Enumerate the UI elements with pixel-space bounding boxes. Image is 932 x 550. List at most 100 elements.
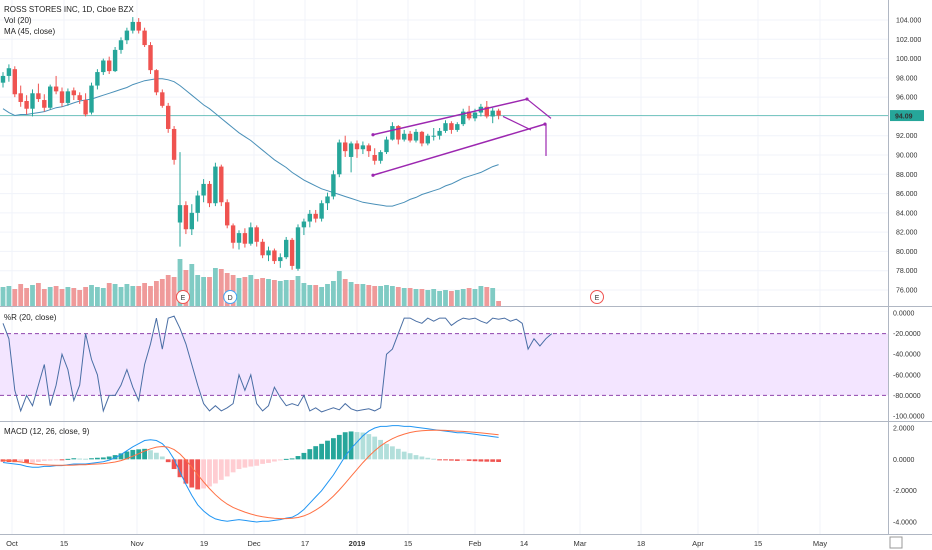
volume-bar: [277, 281, 283, 306]
wr-legend: %R (20, close): [4, 313, 57, 322]
macd-histogram-bar: [242, 459, 248, 468]
macd-histogram-bar: [384, 443, 389, 460]
volume-bar: [283, 280, 289, 306]
volume-bar: [419, 289, 425, 306]
candle-body: [166, 105, 171, 129]
macd-histogram-bar: [95, 457, 100, 460]
channel-anchor-point: [525, 97, 529, 101]
candle-body: [455, 124, 460, 130]
price-axis-tick: 78.000: [896, 268, 918, 275]
candle-body: [319, 203, 324, 219]
macd-histogram-bar: [460, 459, 466, 461]
candle-body: [195, 195, 200, 213]
candle-body: [266, 250, 271, 256]
candle-body: [124, 30, 130, 41]
volume-bar: [301, 283, 307, 306]
volume-bar: [431, 289, 437, 306]
macd-histogram-bar: [124, 451, 130, 460]
macd-histogram-bar: [478, 459, 484, 462]
event-marker[interactable]: [223, 290, 238, 304]
macd-histogram-bar: [407, 453, 413, 460]
volume-bar: [454, 290, 460, 306]
time-axis-tick: 15: [404, 539, 412, 548]
macd-histogram-bar: [106, 456, 112, 460]
volume-bar: [189, 264, 195, 306]
candle-body: [201, 183, 206, 196]
settings-icon[interactable]: [889, 536, 903, 549]
event-marker[interactable]: [176, 290, 190, 304]
candle-body: [402, 133, 407, 140]
macd-histogram-bar: [342, 432, 348, 460]
time-axis-tick: 15: [754, 539, 762, 548]
price-axis-tick: 104.000: [896, 18, 921, 25]
candle-body: [413, 131, 419, 141]
macd-histogram-bar: [148, 450, 153, 460]
macd-histogram-bar: [413, 455, 419, 460]
volume-bar: [407, 288, 413, 306]
channel-upper-line: [372, 98, 528, 136]
candle-body: [472, 112, 478, 119]
channel-lower-line: [372, 123, 546, 176]
candle-body: [112, 49, 118, 72]
candle-body: [189, 212, 194, 230]
time-axis-tick: Mar: [574, 539, 587, 548]
candle-body: [71, 90, 76, 96]
price-axis-tick: 98.000: [896, 75, 918, 82]
last-price-badge: [890, 110, 924, 122]
candle-body: [278, 257, 283, 262]
candle-body: [130, 21, 135, 31]
time-axis-tick: Dec: [247, 539, 261, 548]
candle-body: [83, 100, 88, 115]
macd-histogram-bar: [443, 459, 448, 461]
macd-histogram-bar: [159, 456, 165, 460]
candle-body: [431, 135, 436, 137]
macd-histogram-bar: [248, 459, 254, 467]
candle-body: [449, 123, 454, 130]
volume-bar: [100, 288, 106, 306]
macd-histogram-bar: [24, 459, 29, 463]
macd-histogram-bar: [490, 459, 496, 462]
macd-histogram-bar: [484, 459, 490, 462]
candle-body: [437, 130, 442, 136]
event-marker-label: E: [181, 295, 186, 302]
macd-histogram-bar: [224, 459, 230, 477]
volume-bar: [53, 286, 59, 306]
volume-bar: [130, 286, 136, 306]
volume-bar: [18, 284, 24, 306]
candle-body: [230, 225, 236, 243]
volume-bar: [183, 270, 189, 306]
event-marker[interactable]: [590, 290, 604, 304]
time-axis-tick: 14: [520, 539, 528, 548]
volume-bar: [224, 273, 230, 306]
volume-bar: [325, 284, 330, 306]
price-axis-tick: 84.000: [896, 210, 918, 217]
macd-histogram-bar: [354, 432, 360, 460]
macd-histogram-bar: [272, 459, 277, 462]
macd-histogram-bar: [53, 459, 59, 461]
volume-bar: [112, 284, 118, 306]
volume-bar: [159, 279, 165, 306]
candle-body: [272, 250, 277, 262]
candle-body: [65, 91, 71, 103]
wr-axis-tick: -60.0000: [893, 372, 921, 379]
volume-bar: [354, 284, 360, 306]
macd-axis-tick: -4.0000: [893, 520, 917, 527]
candle-body: [36, 93, 41, 100]
volume-bar: [425, 290, 431, 306]
time-axis-tick: 18: [637, 539, 645, 548]
channel-anchor-point: [371, 133, 375, 137]
candle-body: [496, 110, 501, 116]
volume-bar: [248, 275, 254, 306]
volume-bar: [47, 287, 53, 306]
time-axis-tick: Feb: [469, 539, 482, 548]
macd-histogram-bar: [336, 434, 342, 460]
macd-histogram-bar: [348, 431, 354, 460]
macd-histogram-bar: [254, 459, 260, 466]
macd-histogram-bar: [47, 459, 53, 461]
candle-body: [225, 202, 230, 226]
candle-body: [118, 40, 124, 50]
macd-line: [2, 425, 499, 523]
volume-bar: [242, 277, 248, 306]
volume-bar: [490, 288, 496, 306]
candle-body: [154, 70, 159, 93]
